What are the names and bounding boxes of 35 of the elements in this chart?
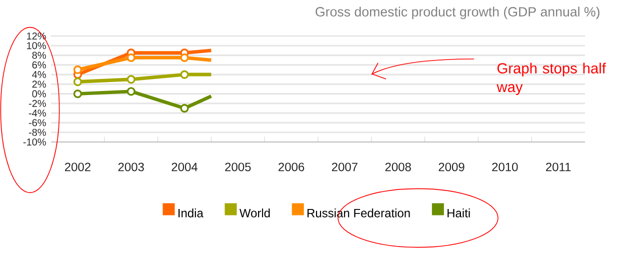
x-tick-label: 2004 [172, 162, 198, 172]
point [73, 77, 82, 86]
y-tick-label: -6% [28, 119, 46, 126]
x-tick-label: 2011 [546, 162, 571, 172]
point [180, 70, 189, 79]
y-tick-label: 10% [27, 42, 46, 50]
point [126, 53, 136, 62]
y-tick-label: 0% [32, 90, 46, 98]
chart-title: Gross domestic product growth (GDP annual %) [316, 6, 600, 20]
legend-label: India [178, 208, 204, 218]
x-tick-label: 2002 [64, 162, 90, 172]
annotation: Graph stops half way [496, 62, 606, 96]
point [73, 65, 82, 74]
y-tick-label: -10% [23, 138, 46, 146]
y-tick-label: -2% [28, 100, 46, 107]
point [73, 89, 82, 98]
x-tick-label: 2003 [118, 162, 144, 172]
x-tick-label: 2006 [278, 162, 304, 172]
y-tick-label: 8% [32, 52, 46, 59]
x-tick-label: 2005 [225, 162, 251, 172]
y-tick-label: 6% [32, 61, 46, 68]
x-tick-label: 2008 [385, 162, 411, 172]
point [180, 53, 189, 62]
legend-label: World [239, 208, 270, 218]
point [126, 87, 136, 96]
x-tick-label: 2010 [492, 162, 518, 172]
y-tick-label: 2% [32, 80, 46, 88]
y-tick-label: -8% [28, 128, 46, 136]
legend-label: Haiti [448, 208, 470, 218]
point [126, 75, 136, 84]
point [180, 104, 189, 113]
x-tick-label: 2007 [332, 162, 358, 172]
y-tick-label: -4% [28, 110, 46, 117]
x-tick-label: 2009 [438, 162, 464, 172]
y-tick-label: 4% [32, 71, 46, 78]
